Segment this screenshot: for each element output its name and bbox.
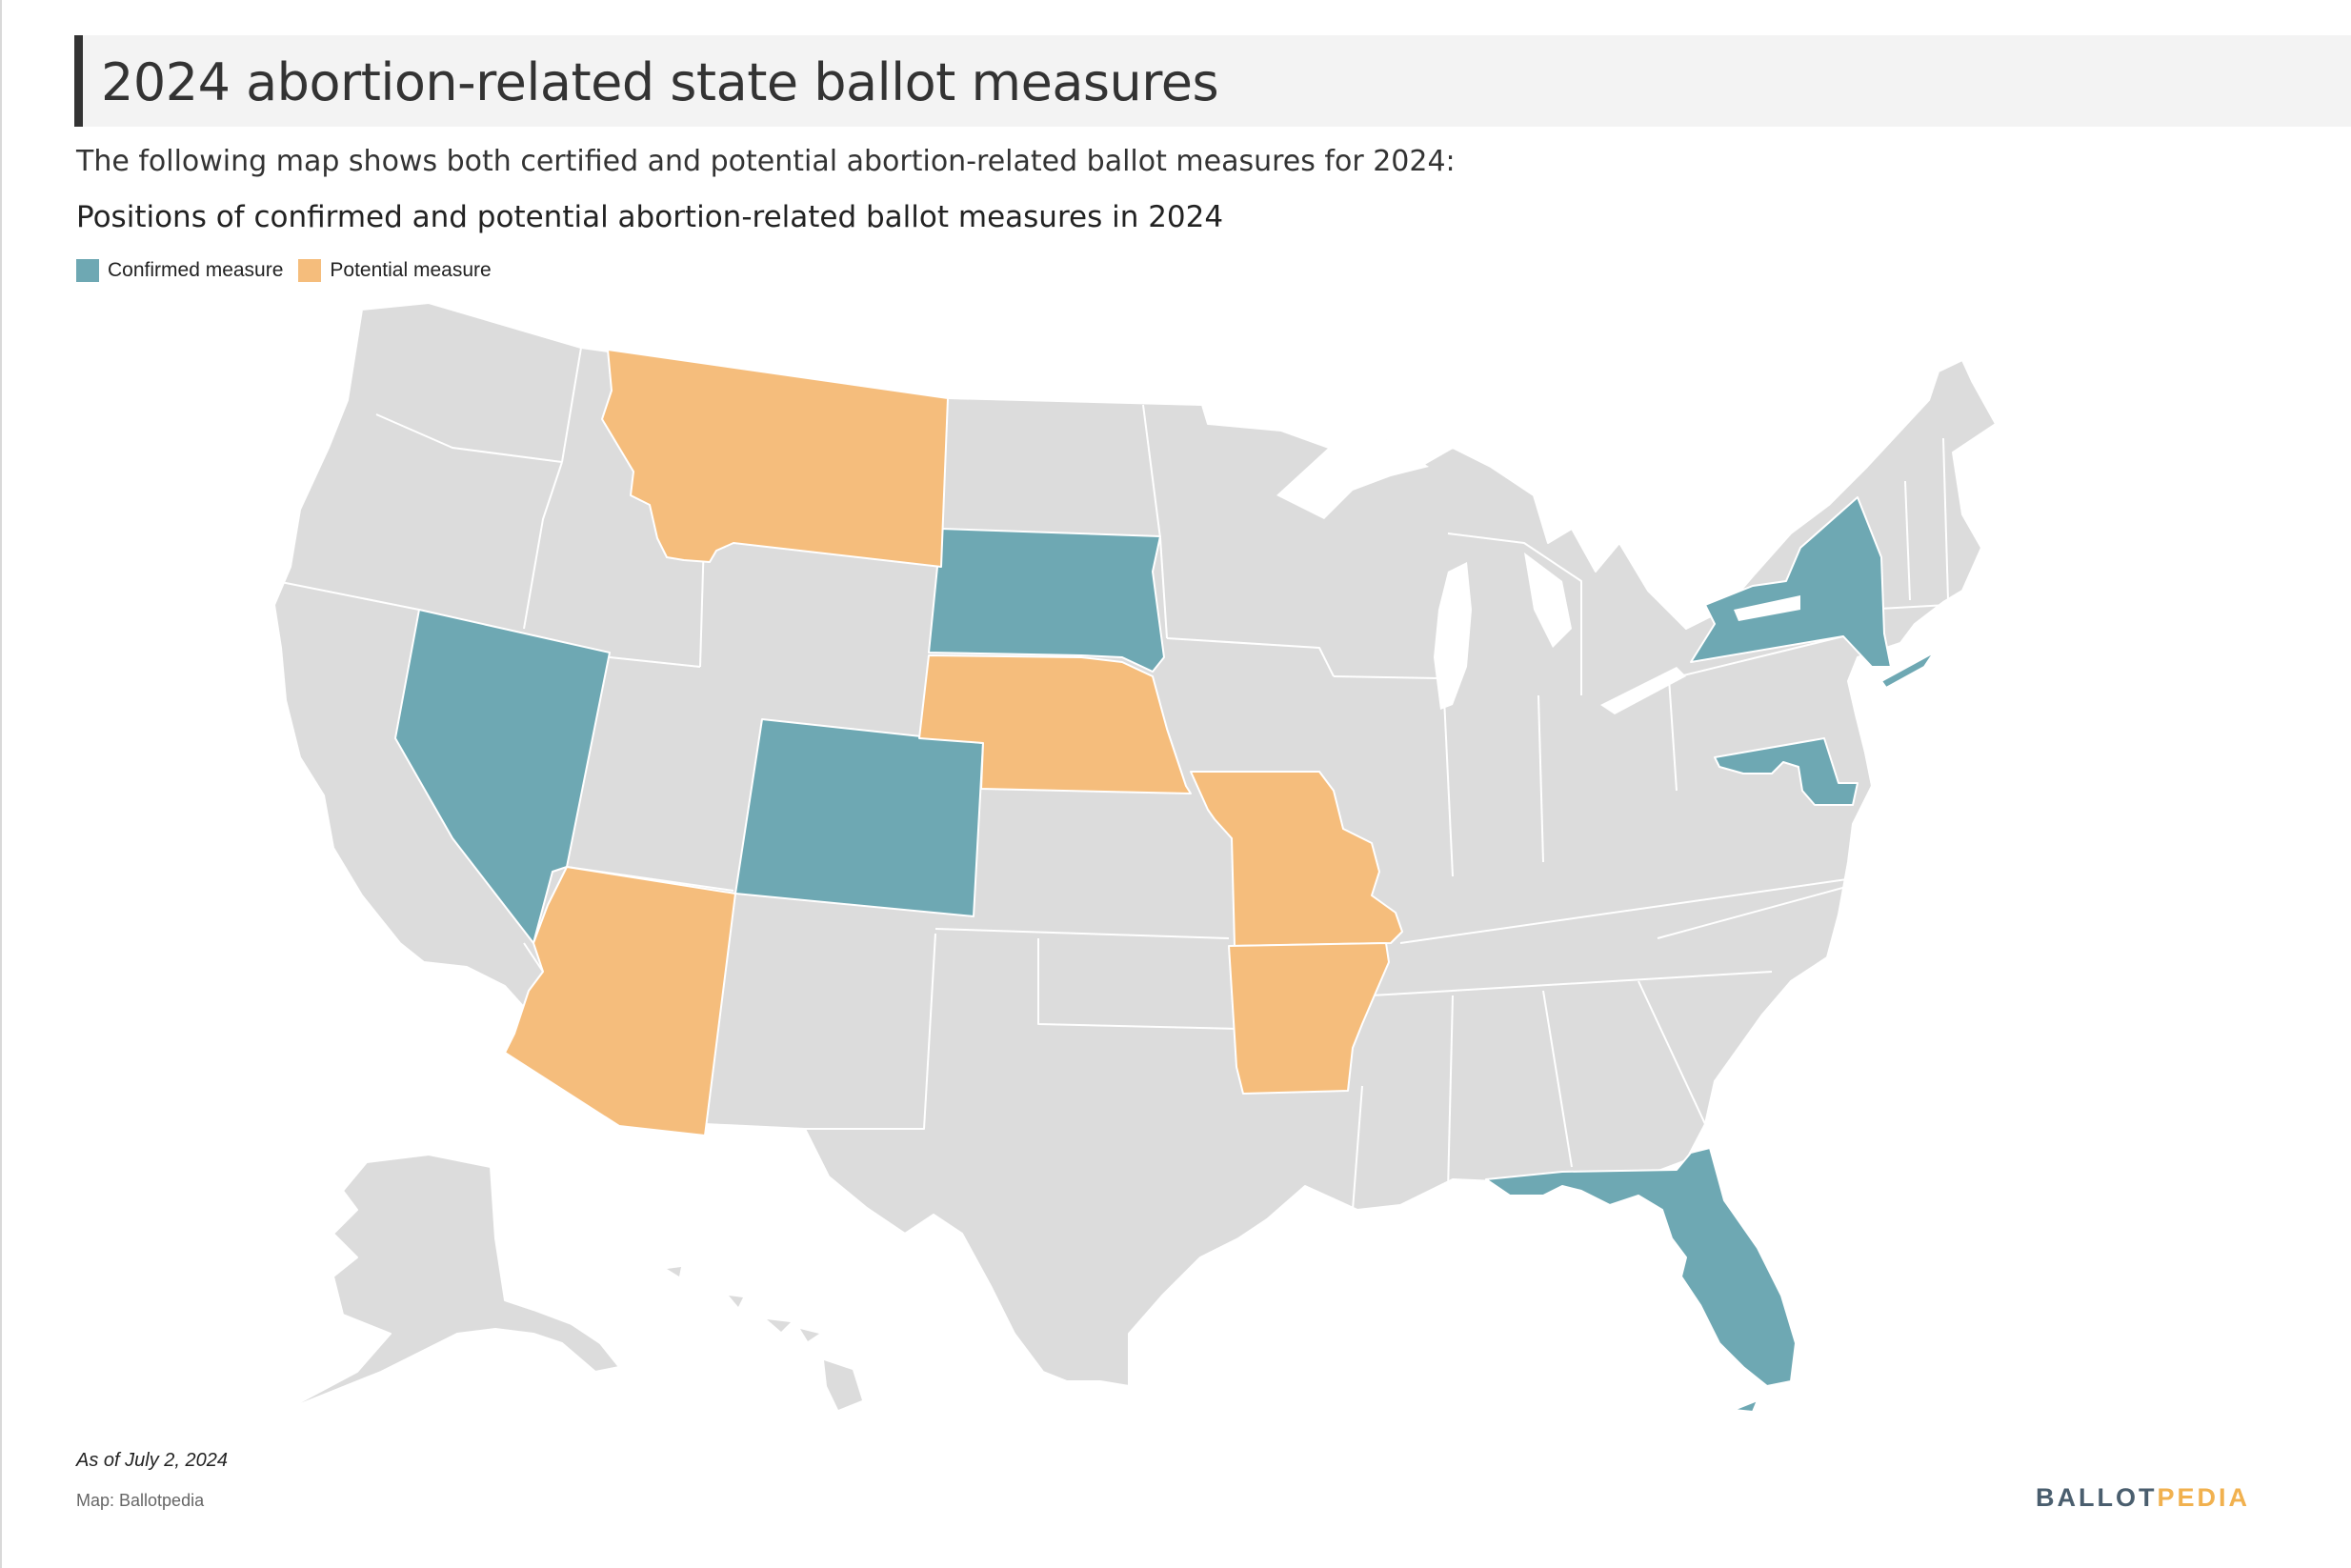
border-wi-il <box>1333 675 1439 679</box>
state-hawaii[interactable] <box>667 1267 862 1410</box>
state-maryland[interactable] <box>1714 737 1859 806</box>
border-in-oh <box>1537 694 1544 863</box>
state-missouri[interactable] <box>1190 771 1403 947</box>
hawaii-island-1 <box>667 1267 681 1277</box>
legend-label-confirmed: Confirmed measure <box>108 259 284 281</box>
state-arkansas[interactable] <box>1228 942 1390 1095</box>
border-la-ms <box>1352 1085 1363 1211</box>
legend-label-potential: Potential measure <box>330 259 492 281</box>
as-of-date: As of July 2, 2024 <box>76 1450 228 1471</box>
state-florida[interactable] <box>1485 1147 1797 1387</box>
logo-text-ballot: BALLOT <box>2036 1483 2158 1512</box>
lake-superior <box>1276 436 1429 519</box>
ballotpedia-logo[interactable]: BALLOTPEDIA <box>2036 1483 2250 1513</box>
legend-swatch-confirmed <box>76 259 99 282</box>
hawaii-island-5 <box>824 1360 862 1410</box>
legend-item-confirmed: Confirmed measure <box>76 259 283 282</box>
border-ga-sc <box>1638 980 1706 1125</box>
border-ok-tx <box>1037 938 1239 1030</box>
map-legend: Confirmed measure Potential measure <box>76 258 507 283</box>
border-ky-tn <box>1399 875 1868 944</box>
map-title: Positions of confirmed and potential abo… <box>76 200 1224 234</box>
border-ca-az <box>523 942 544 973</box>
title-accent-bar <box>74 35 83 127</box>
map-credit: Map: Ballotpedia <box>76 1491 205 1510</box>
state-nevada[interactable] <box>394 609 611 944</box>
page-title: 2024 abortion-related state ballot measu… <box>101 52 1219 112</box>
border-or-ca <box>275 580 420 611</box>
state-arizona[interactable] <box>504 866 736 1136</box>
legend-item-potential: Potential measure <box>298 259 492 282</box>
lake-huron <box>1524 553 1572 648</box>
border-ms-al <box>1447 995 1454 1192</box>
state-montana[interactable] <box>601 349 949 568</box>
border-mi-peninsula <box>1447 533 1582 695</box>
border-il-in <box>1442 677 1454 877</box>
border-pa-ny <box>1671 635 1844 679</box>
border-wa-or <box>375 413 563 463</box>
state-new-york[interactable] <box>1690 496 1892 668</box>
border-nd-mn <box>1142 404 1161 539</box>
border-mn-wi <box>1159 537 1168 639</box>
state-alaska[interactable] <box>285 1154 620 1411</box>
logo-text-pedia: PEDIA <box>2157 1483 2251 1512</box>
border-nm-tx <box>729 933 936 1130</box>
lake-michigan <box>1434 562 1472 710</box>
hawaii-island-3 <box>767 1319 791 1332</box>
potential-states <box>504 349 1403 1136</box>
border-oh-pa <box>1668 677 1678 792</box>
border-or-id <box>523 461 563 630</box>
legend-swatch-potential <box>298 259 322 282</box>
great-lakes <box>1276 436 1800 714</box>
border-nc-va <box>1657 880 1868 939</box>
lake-ontario <box>1734 595 1800 621</box>
title-bar: 2024 abortion-related state ballot measu… <box>74 35 2351 127</box>
state-nebraska[interactable] <box>918 654 1192 794</box>
intro-text: The following map shows both certified a… <box>76 145 1456 178</box>
border-tn-south <box>1371 971 1773 996</box>
border-ks-ok <box>934 928 1230 939</box>
hawaii-island-4 <box>800 1329 819 1341</box>
border-al-ga <box>1542 990 1573 1168</box>
state-new-york-long-island[interactable] <box>1880 652 1935 689</box>
border-wa-id <box>561 347 582 463</box>
page-left-rule <box>0 0 2 1568</box>
state-florida-keys[interactable] <box>1733 1399 1758 1413</box>
confirmed-states <box>394 496 1935 1413</box>
state-colorado[interactable] <box>734 718 984 917</box>
lake-erie <box>1600 667 1686 714</box>
state-south-dakota[interactable] <box>928 528 1165 673</box>
hawaii-island-2 <box>729 1296 743 1307</box>
border-ia-mo <box>1166 637 1335 677</box>
